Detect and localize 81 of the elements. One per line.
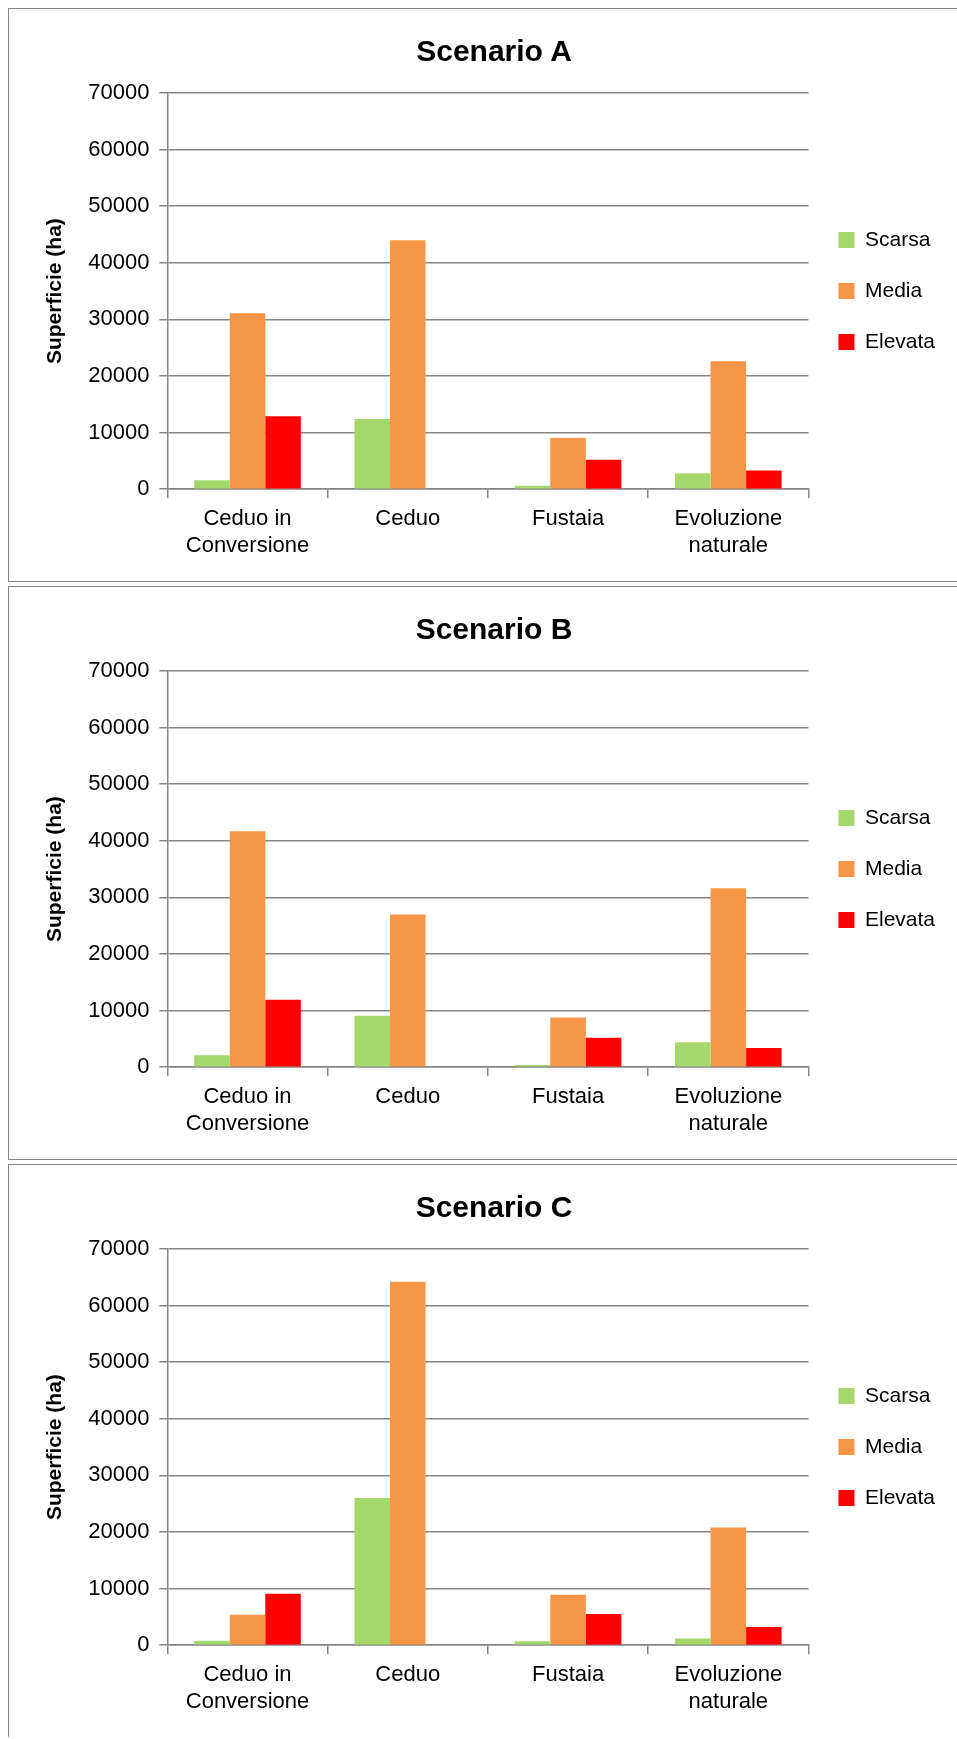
bar [585, 1037, 622, 1067]
y-tick-label: 60000 [88, 135, 150, 161]
bar [710, 361, 747, 489]
y-tick-label: 10000 [88, 418, 150, 444]
bar [390, 240, 426, 489]
legend-label: Scarsa [864, 1382, 931, 1406]
bar [585, 1614, 622, 1645]
bar [194, 480, 230, 489]
y-tick-label: 40000 [88, 248, 150, 274]
y-tick-label: 30000 [88, 883, 150, 909]
y-tick-label: 20000 [88, 362, 150, 388]
legend-label: Scarsa [864, 804, 931, 828]
y-axis-title: Superficie (ha) [42, 1374, 66, 1521]
chart-title: Scenario A [416, 34, 572, 68]
legend-label: Elevata [864, 906, 936, 930]
y-tick-label: 30000 [88, 305, 150, 331]
x-tick-label: Ceduo in Conversione [185, 1083, 310, 1135]
y-axis-title: Superficie (ha) [42, 218, 66, 365]
bar [550, 1017, 586, 1067]
x-tick-label: Ceduo [375, 1083, 441, 1109]
bar [585, 459, 622, 489]
bar [710, 1527, 747, 1645]
bar [746, 1047, 782, 1067]
legend-label: Scarsa [864, 226, 931, 250]
y-tick-label: 30000 [88, 1461, 150, 1487]
y-tick-label: 60000 [88, 1291, 150, 1317]
bar [229, 831, 266, 1067]
y-tick-label: 20000 [88, 940, 150, 966]
x-tick-label: Ceduo in Conversione [185, 1661, 310, 1713]
x-tick-label: Evoluzione naturale [674, 1661, 783, 1713]
chart-title: Scenario C [415, 1190, 573, 1224]
y-tick-label: 70000 [88, 79, 150, 105]
bar [390, 914, 426, 1067]
bar [265, 1593, 301, 1645]
bar [550, 1594, 586, 1645]
y-tick-label: 70000 [88, 1235, 150, 1261]
legend-label: Media [864, 1433, 923, 1457]
legend-label: Media [864, 277, 923, 301]
y-tick-label: 20000 [88, 1518, 150, 1544]
bar [550, 437, 586, 489]
bar [354, 1498, 391, 1645]
x-tick-label: Fustaia [531, 1661, 605, 1687]
bar [675, 1042, 711, 1067]
x-tick-label: Evoluzione naturale [674, 505, 783, 557]
legend-label: Media [864, 855, 923, 879]
bar [194, 1055, 230, 1067]
legend-label: Elevata [864, 1484, 936, 1508]
y-tick-label: 60000 [88, 713, 150, 739]
bar [265, 416, 301, 489]
x-tick-label: Ceduo in Conversione [185, 505, 310, 557]
bar [229, 313, 266, 489]
bar [354, 1015, 391, 1067]
chart-title: Scenario B [415, 612, 573, 646]
bar [390, 1281, 426, 1645]
x-tick-label: Ceduo [375, 505, 441, 531]
bar [514, 1641, 551, 1645]
bar [354, 419, 391, 489]
bar [265, 999, 301, 1067]
bar [229, 1614, 266, 1645]
x-tick-label: Fustaia [531, 505, 605, 531]
y-axis-title: Superficie (ha) [42, 796, 66, 943]
x-tick-label: Evoluzione naturale [674, 1083, 783, 1135]
y-tick-label: 70000 [88, 657, 150, 683]
bar [675, 473, 711, 489]
y-tick-label: 10000 [88, 996, 150, 1022]
y-tick-label: 10000 [88, 1574, 150, 1600]
legend-label: Elevata [864, 328, 936, 352]
y-tick-label: 50000 [88, 770, 150, 796]
y-tick-label: 50000 [88, 1348, 150, 1374]
y-tick-label: 0 [137, 1631, 150, 1657]
y-tick-label: 50000 [88, 192, 150, 218]
x-tick-label: Ceduo [375, 1661, 441, 1687]
bar [746, 1627, 782, 1645]
y-tick-label: 0 [137, 475, 150, 501]
y-tick-label: 0 [137, 1053, 150, 1079]
bar [746, 470, 782, 489]
x-tick-label: Fustaia [531, 1083, 605, 1109]
y-tick-label: 40000 [88, 1404, 150, 1430]
bar [710, 888, 747, 1067]
y-tick-label: 40000 [88, 826, 150, 852]
bar [675, 1638, 711, 1645]
